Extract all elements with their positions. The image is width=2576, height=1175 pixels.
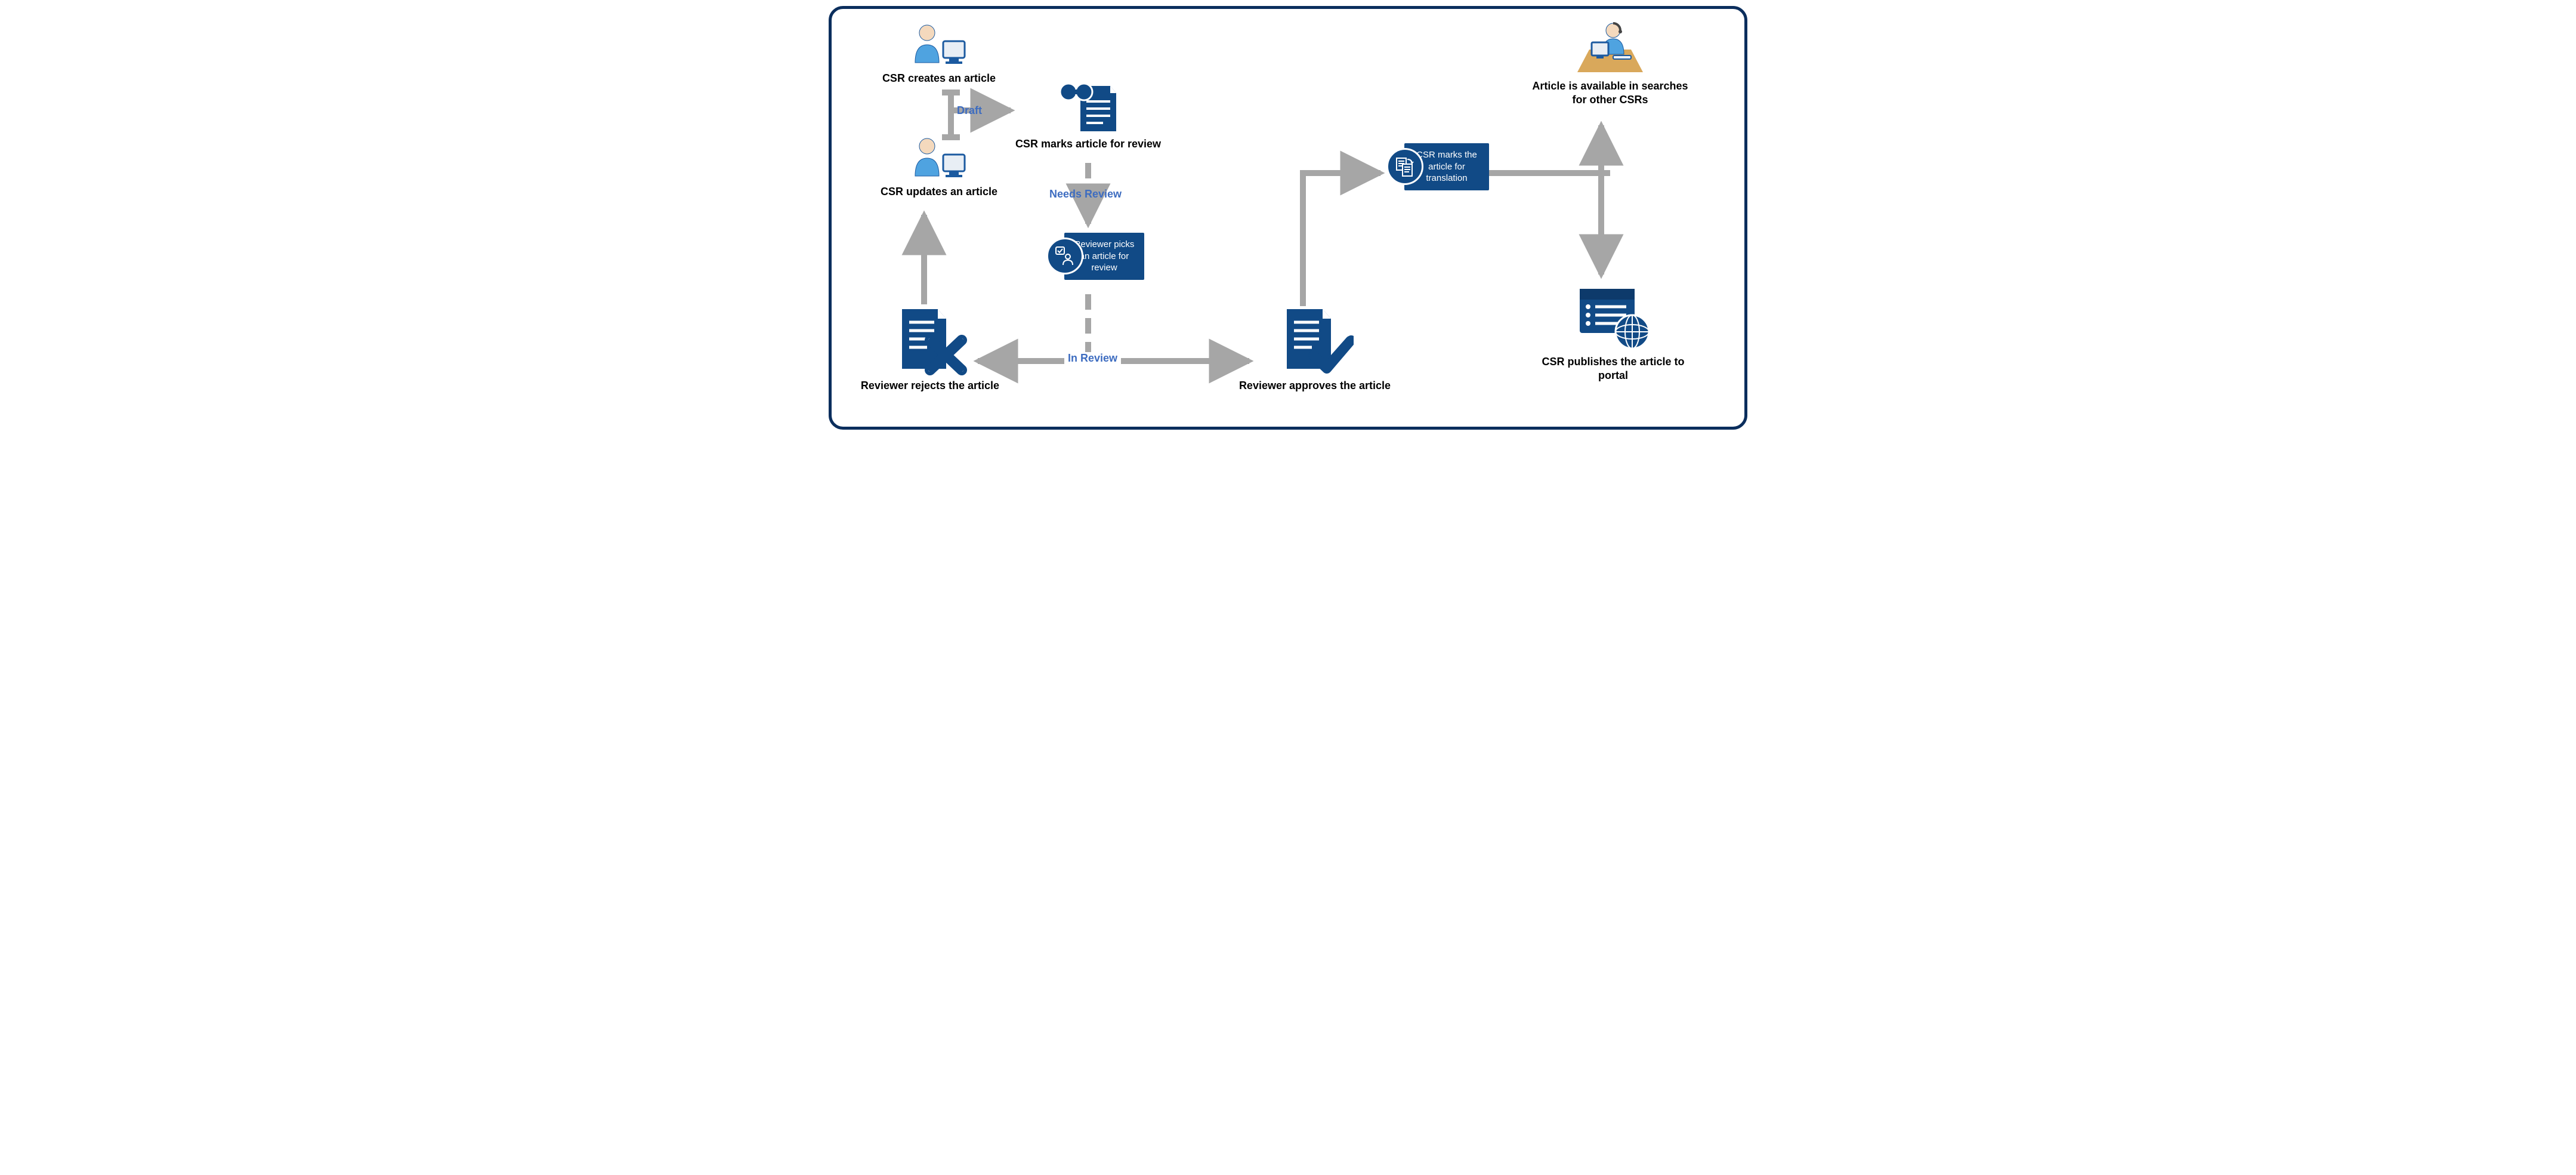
node-csr-updates-label: CSR updates an article <box>873 185 1005 199</box>
binoculars-doc-icon <box>1055 78 1121 134</box>
node-reviewer-approves-label: Reviewer approves the article <box>1225 379 1404 393</box>
support-agent-icon <box>1571 20 1649 76</box>
node-csr-publishes-label: CSR publishes the article to portal <box>1530 355 1697 382</box>
user-monitor-icon <box>906 134 972 182</box>
node-article-available: Article is available in searches for oth… <box>1527 20 1694 106</box>
node-article-available-label: Article is available in searches for oth… <box>1527 79 1694 106</box>
status-draft: Draft <box>957 104 982 117</box>
node-mark-review: CSR marks article for review <box>1011 78 1166 151</box>
status-in-review: In Review <box>1064 352 1121 365</box>
node-reviewer-rejects: Reviewer rejects the article <box>847 304 1014 393</box>
doc-x-icon <box>891 304 969 376</box>
node-reviewer-approves: Reviewer approves the article <box>1225 304 1404 393</box>
node-csr-updates: CSR updates an article <box>873 134 1005 199</box>
flowchart-canvas: CSR creates an article CSR updates an ar… <box>829 6 1747 430</box>
node-reviewer-rejects-label: Reviewer rejects the article <box>847 379 1014 393</box>
status-needs-review: Needs Review <box>1049 188 1122 201</box>
user-monitor-icon <box>906 21 972 69</box>
node-csr-publishes: CSR publishes the article to portal <box>1530 280 1697 382</box>
boxnode-reviewer-picks: Reviewer picks an article for review <box>1064 233 1144 280</box>
boxnode-mark-translation: CSR marks the article for translation <box>1404 143 1489 190</box>
doc-check-icon <box>1276 304 1354 376</box>
review-person-icon <box>1046 238 1083 275</box>
portal-globe-icon <box>1571 280 1655 352</box>
node-csr-creates-label: CSR creates an article <box>873 72 1005 85</box>
node-csr-creates: CSR creates an article <box>873 21 1005 85</box>
translate-docs-icon <box>1386 148 1423 185</box>
node-mark-review-label: CSR marks article for review <box>1011 137 1166 151</box>
